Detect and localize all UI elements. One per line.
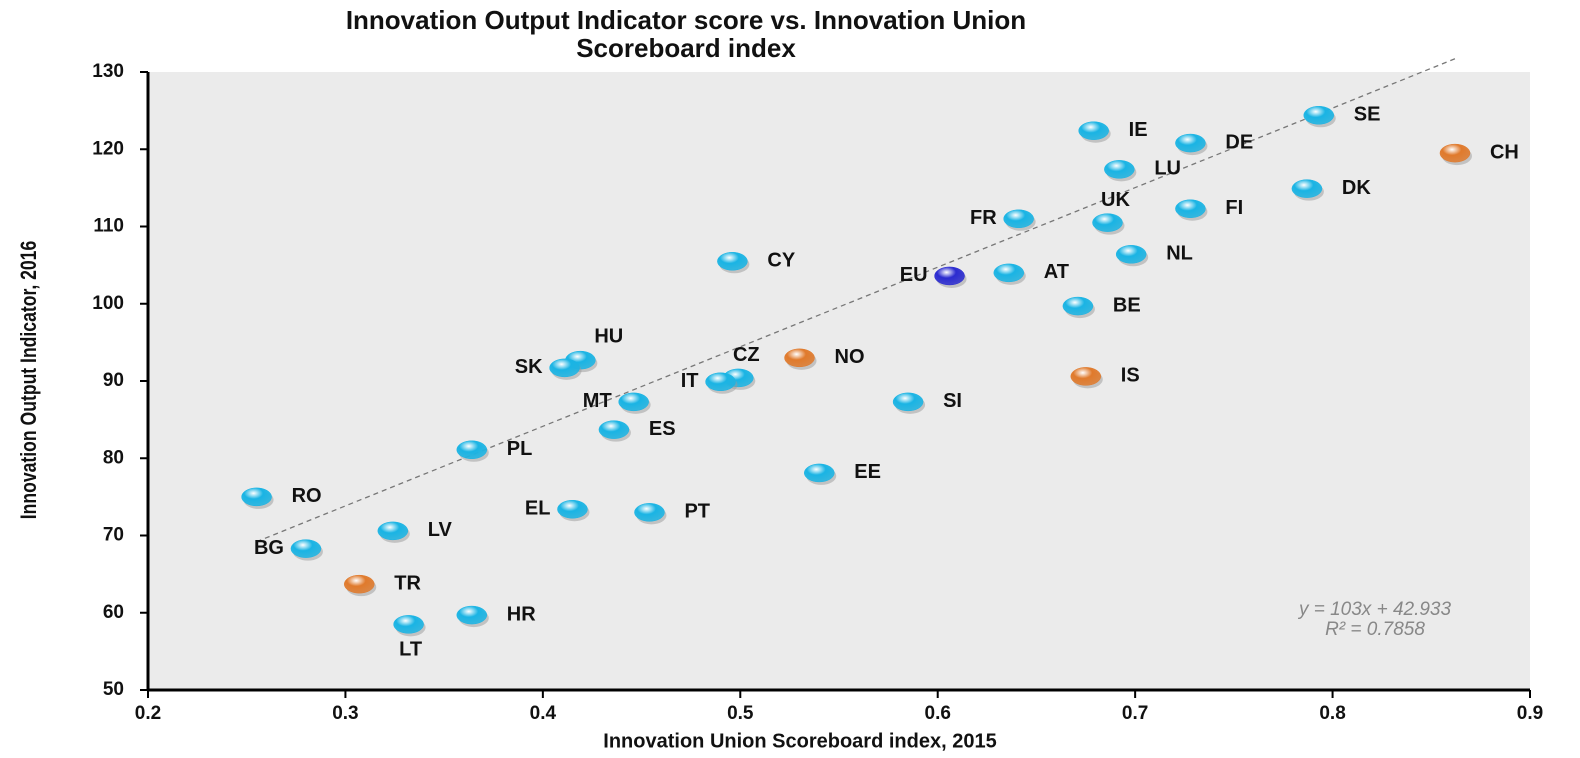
point-label: DE — [1225, 131, 1253, 153]
point — [1175, 199, 1206, 218]
x-tick-label: 0.9 — [1517, 703, 1543, 724]
point — [1175, 133, 1206, 153]
point — [1003, 209, 1034, 229]
y-tick-label: 130 — [92, 61, 124, 82]
point — [1115, 245, 1147, 264]
point — [1092, 213, 1123, 232]
point-label: HR — [507, 603, 536, 625]
plot-area — [148, 72, 1530, 690]
y-tick-label: 80 — [103, 447, 124, 468]
point-label: FR — [970, 207, 997, 229]
point-label: HU — [594, 325, 623, 347]
chart-title: Innovation Output Indicator score vs. In… — [346, 5, 1026, 35]
point — [1439, 143, 1471, 163]
point-label: LU — [1154, 158, 1181, 180]
point — [377, 521, 409, 541]
point — [1303, 106, 1335, 125]
y-axis-label: Innovation Output Indicator, 2016 — [17, 241, 41, 519]
y-tick-label: 110 — [93, 216, 124, 237]
point-label: CY — [767, 250, 795, 272]
y-tick-label: 120 — [92, 138, 124, 159]
point — [934, 266, 965, 286]
point-label: FI — [1225, 197, 1243, 219]
point-label: NO — [835, 346, 865, 368]
point-label: SK — [515, 356, 543, 378]
point — [1062, 296, 1094, 316]
point — [784, 348, 815, 368]
point-label: IE — [1129, 119, 1148, 141]
y-tick-label: 100 — [92, 293, 124, 314]
point-label: IT — [681, 370, 699, 392]
point-label: LT — [399, 639, 422, 661]
x-tick-label: 0.2 — [135, 703, 161, 724]
point-label: NL — [1166, 243, 1193, 265]
point-label: SE — [1354, 104, 1381, 126]
point — [549, 358, 580, 378]
trendline-r2: R² = 0.7858 — [1325, 619, 1425, 640]
point — [343, 574, 375, 594]
y-tick-label: 70 — [103, 525, 124, 546]
y-tick-label: 90 — [103, 370, 124, 391]
point — [241, 487, 272, 507]
point — [456, 440, 488, 460]
point-label: LV — [428, 519, 453, 541]
point-label: PL — [507, 438, 533, 460]
point-label: BG — [254, 537, 284, 559]
point-label: MT — [583, 390, 612, 412]
point-label: EL — [525, 498, 551, 520]
y-tick-label: 50 — [103, 679, 124, 700]
point — [290, 539, 322, 558]
chart-title: Scoreboard index — [576, 33, 796, 63]
point-label: DK — [1342, 177, 1371, 199]
point-label: UK — [1101, 189, 1130, 211]
point-label: IS — [1121, 365, 1140, 387]
point — [634, 503, 665, 522]
point — [1291, 179, 1323, 198]
point-label: RO — [292, 485, 322, 507]
point — [804, 463, 835, 483]
point-label: EE — [854, 461, 881, 483]
point — [456, 605, 488, 625]
point — [705, 372, 736, 392]
point-label: ES — [649, 418, 676, 440]
point — [1078, 121, 1109, 140]
point — [598, 420, 630, 439]
point-label: PT — [684, 501, 710, 523]
point — [1104, 160, 1135, 179]
point — [717, 252, 748, 271]
trendline-equation: y = 103x + 42.933 — [1297, 599, 1452, 620]
x-tick-label: 0.8 — [1319, 703, 1345, 724]
x-tick-label: 0.3 — [332, 703, 358, 724]
x-axis-label: Innovation Union Scoreboard index, 2015 — [603, 730, 996, 752]
point — [1070, 367, 1102, 386]
point — [892, 392, 924, 412]
point — [393, 615, 424, 634]
point — [557, 499, 588, 519]
x-tick-label: 0.6 — [925, 703, 951, 724]
point — [993, 263, 1025, 283]
x-tick-label: 0.5 — [727, 703, 754, 724]
point-label: BE — [1113, 294, 1141, 316]
point-label: EU — [900, 264, 928, 286]
x-tick-label: 0.7 — [1122, 703, 1148, 724]
point-label: CZ — [733, 344, 760, 366]
x-tick-label: 0.4 — [530, 703, 557, 724]
point-label: TR — [394, 572, 421, 594]
point — [618, 392, 649, 412]
point-label: CH — [1490, 141, 1519, 163]
point-label: AT — [1044, 261, 1069, 283]
y-tick-label: 60 — [103, 602, 124, 623]
point-label: SI — [943, 390, 962, 412]
